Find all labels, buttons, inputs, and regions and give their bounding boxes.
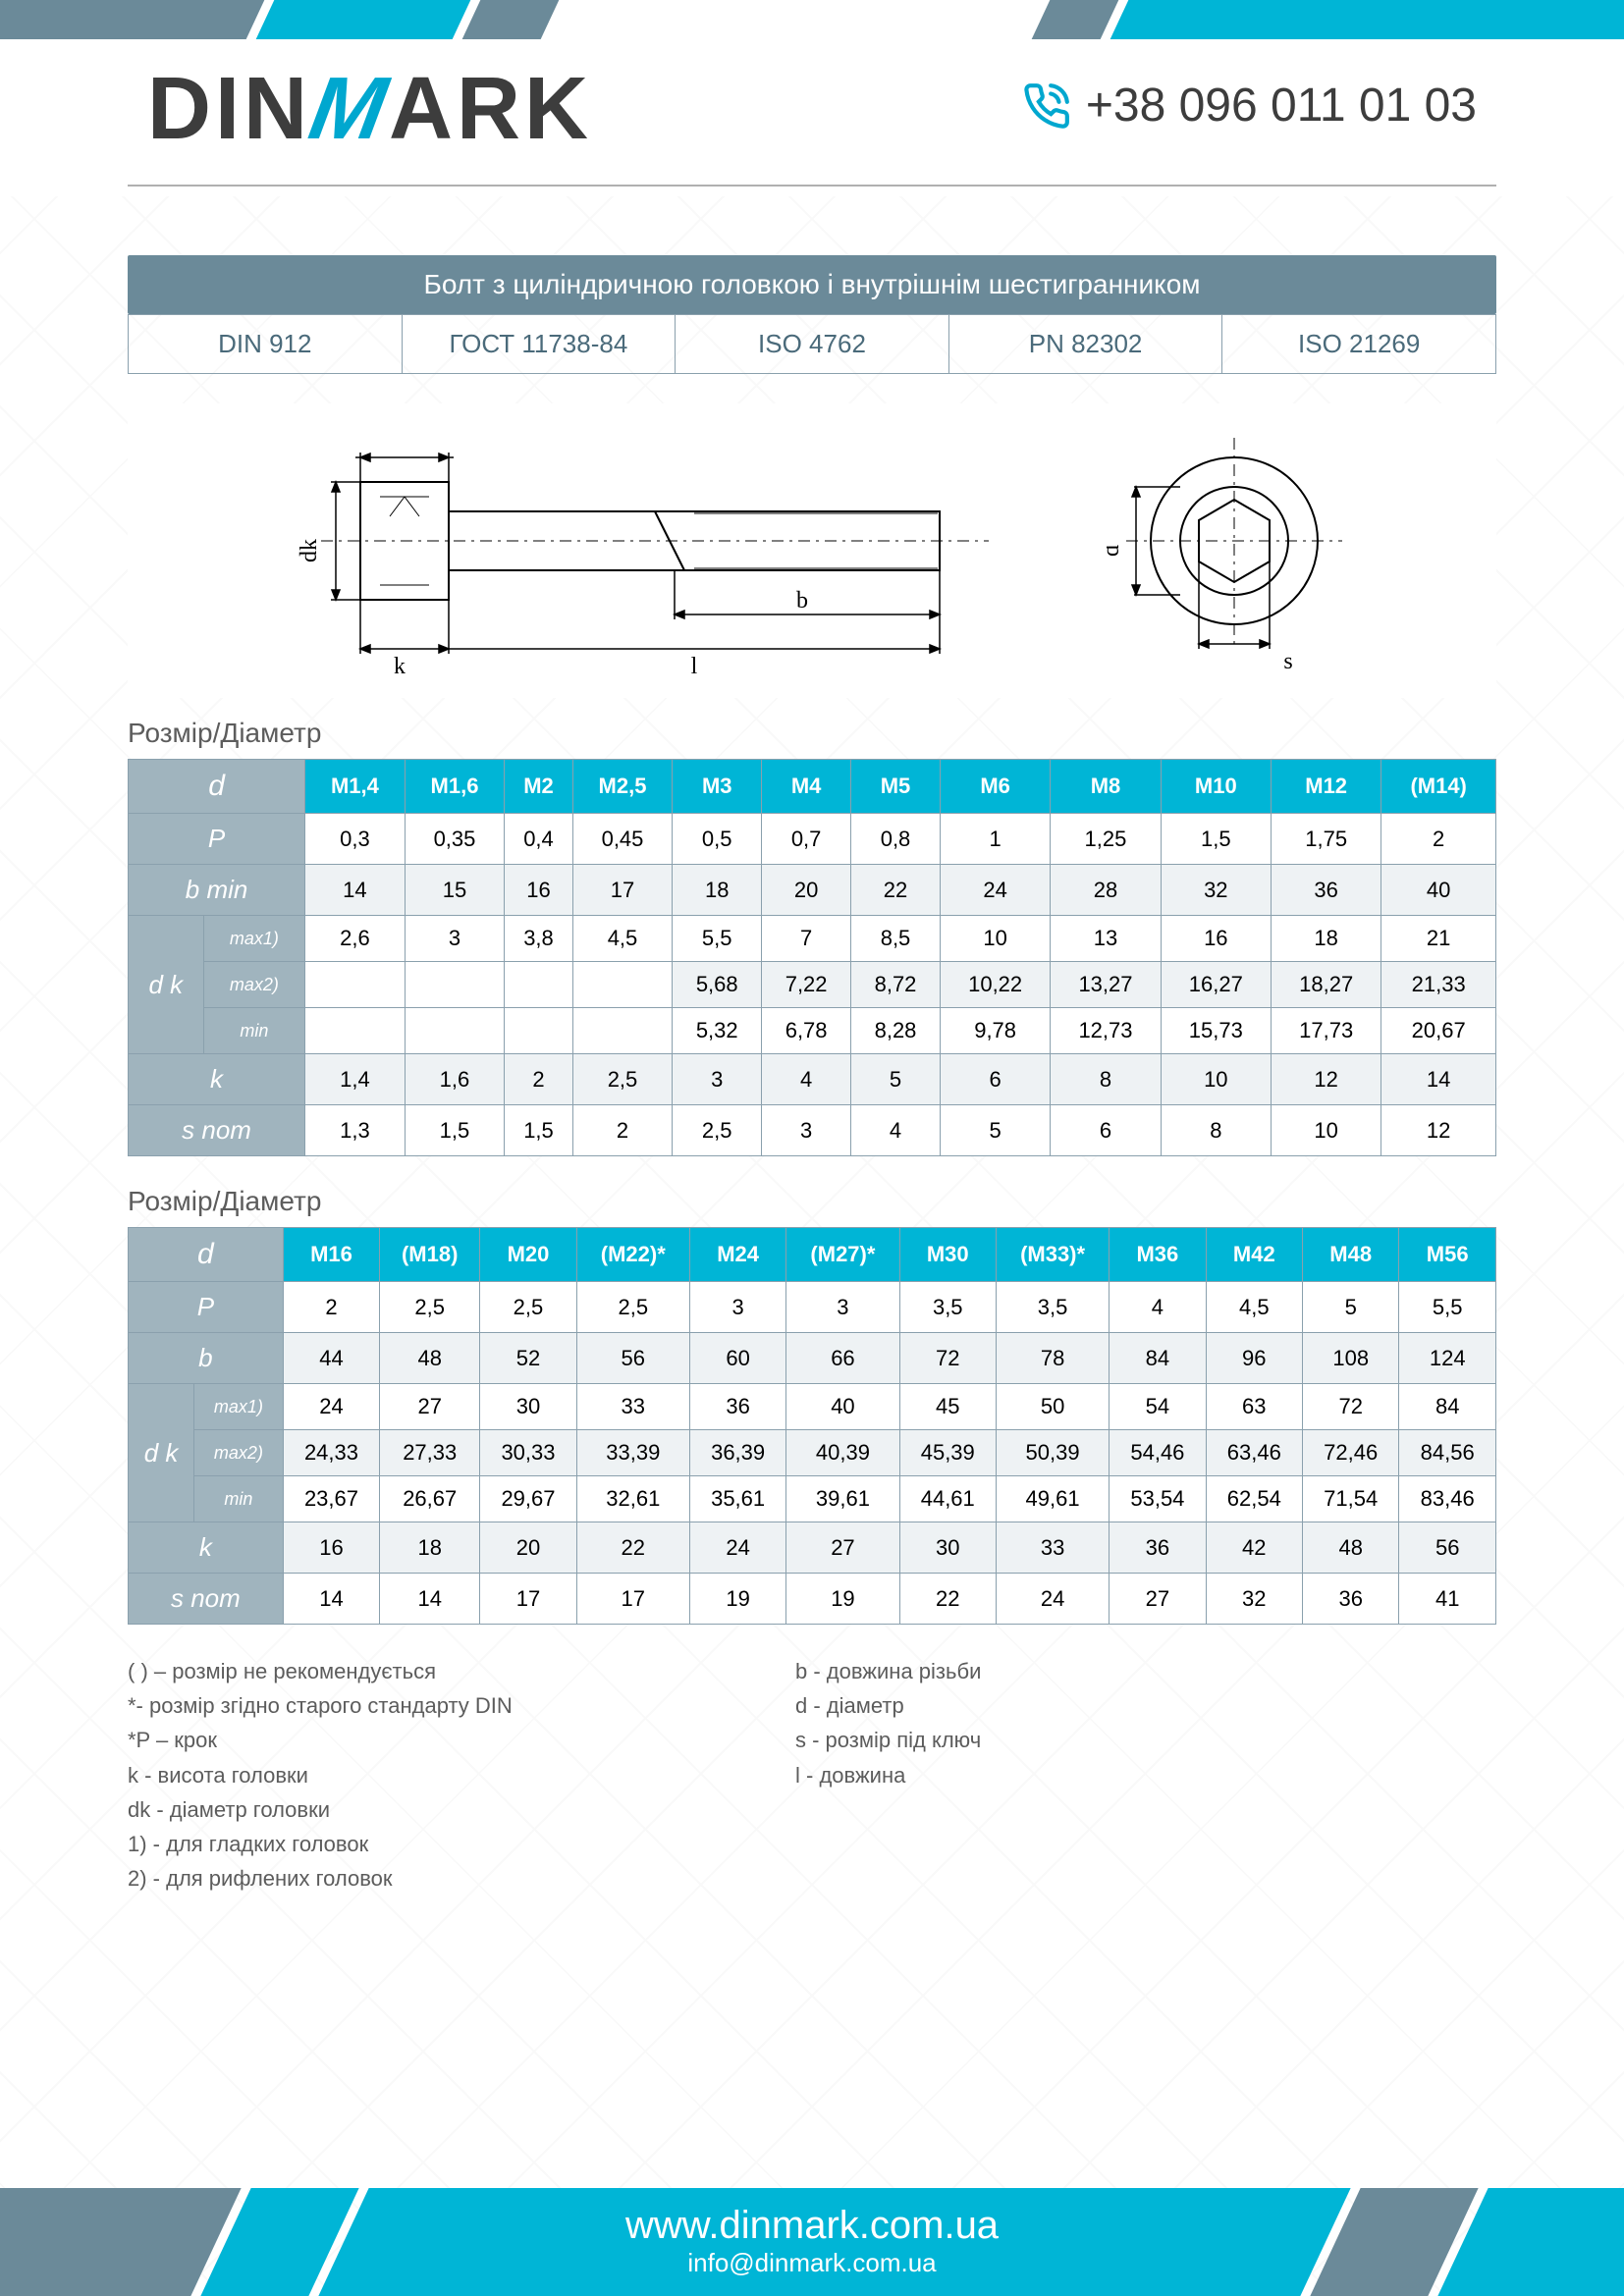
technical-diagram: dk k l b xyxy=(128,403,1496,698)
phone-number: +38 096 011 01 03 xyxy=(1086,79,1477,133)
title-bar: Болт з циліндричною головкою і внутрішні… xyxy=(128,255,1496,314)
legend-col-1: ( ) – розмір не рекомендується *- розмір… xyxy=(128,1654,638,1896)
header-stripe xyxy=(0,0,1624,39)
svg-text:d: d xyxy=(1107,545,1124,557)
logo-pre: DIN xyxy=(147,60,311,158)
standard-cell: ГОСТ 11738-84 xyxy=(403,315,677,373)
svg-text:s: s xyxy=(1283,649,1292,674)
svg-text:b: b xyxy=(796,588,808,614)
logo: DINMARK xyxy=(147,59,592,160)
logo-post: ARK xyxy=(389,60,592,158)
row-header-d: d xyxy=(129,760,305,814)
standards-row: DIN 912 ГОСТ 11738-84 ISO 4762 PN 82302 … xyxy=(128,314,1496,374)
legend: ( ) – розмір не рекомендується *- розмір… xyxy=(128,1654,1496,1896)
logo-m: M xyxy=(302,59,398,160)
section-label: Розмір/Діаметр xyxy=(128,718,1496,749)
footer-email: info@dinmark.com.ua xyxy=(625,2248,999,2278)
standard-cell: DIN 912 xyxy=(129,315,403,373)
svg-text:k: k xyxy=(394,654,406,678)
legend-col-2: b - довжина різьби d - діаметр s - розмі… xyxy=(795,1654,1306,1896)
standard-cell: PN 82302 xyxy=(949,315,1223,373)
svg-text:l: l xyxy=(691,654,698,678)
footer-site: www.dinmark.com.ua xyxy=(625,2204,999,2248)
spec-table-2: d M16 (M18) M20 (M22)* M24 (M27)* M30 (M… xyxy=(128,1227,1496,1625)
footer-text: www.dinmark.com.ua info@dinmark.com.ua xyxy=(625,2204,999,2278)
page-footer: www.dinmark.com.ua info@dinmark.com.ua xyxy=(0,2139,1624,2296)
page-header: DINMARK +38 096 011 01 03 xyxy=(0,0,1624,196)
phone-icon xyxy=(1022,81,1071,131)
phone-block: +38 096 011 01 03 xyxy=(1022,79,1477,133)
standard-cell: ISO 21269 xyxy=(1222,315,1495,373)
svg-text:dk: dk xyxy=(297,539,322,562)
spec-table-1: d M1,4 M1,6 M2 M2,5 M3 M4 M5 M6 M8 M10 M… xyxy=(128,759,1496,1156)
section-label: Розмір/Діаметр xyxy=(128,1186,1496,1217)
standard-cell: ISO 4762 xyxy=(676,315,949,373)
